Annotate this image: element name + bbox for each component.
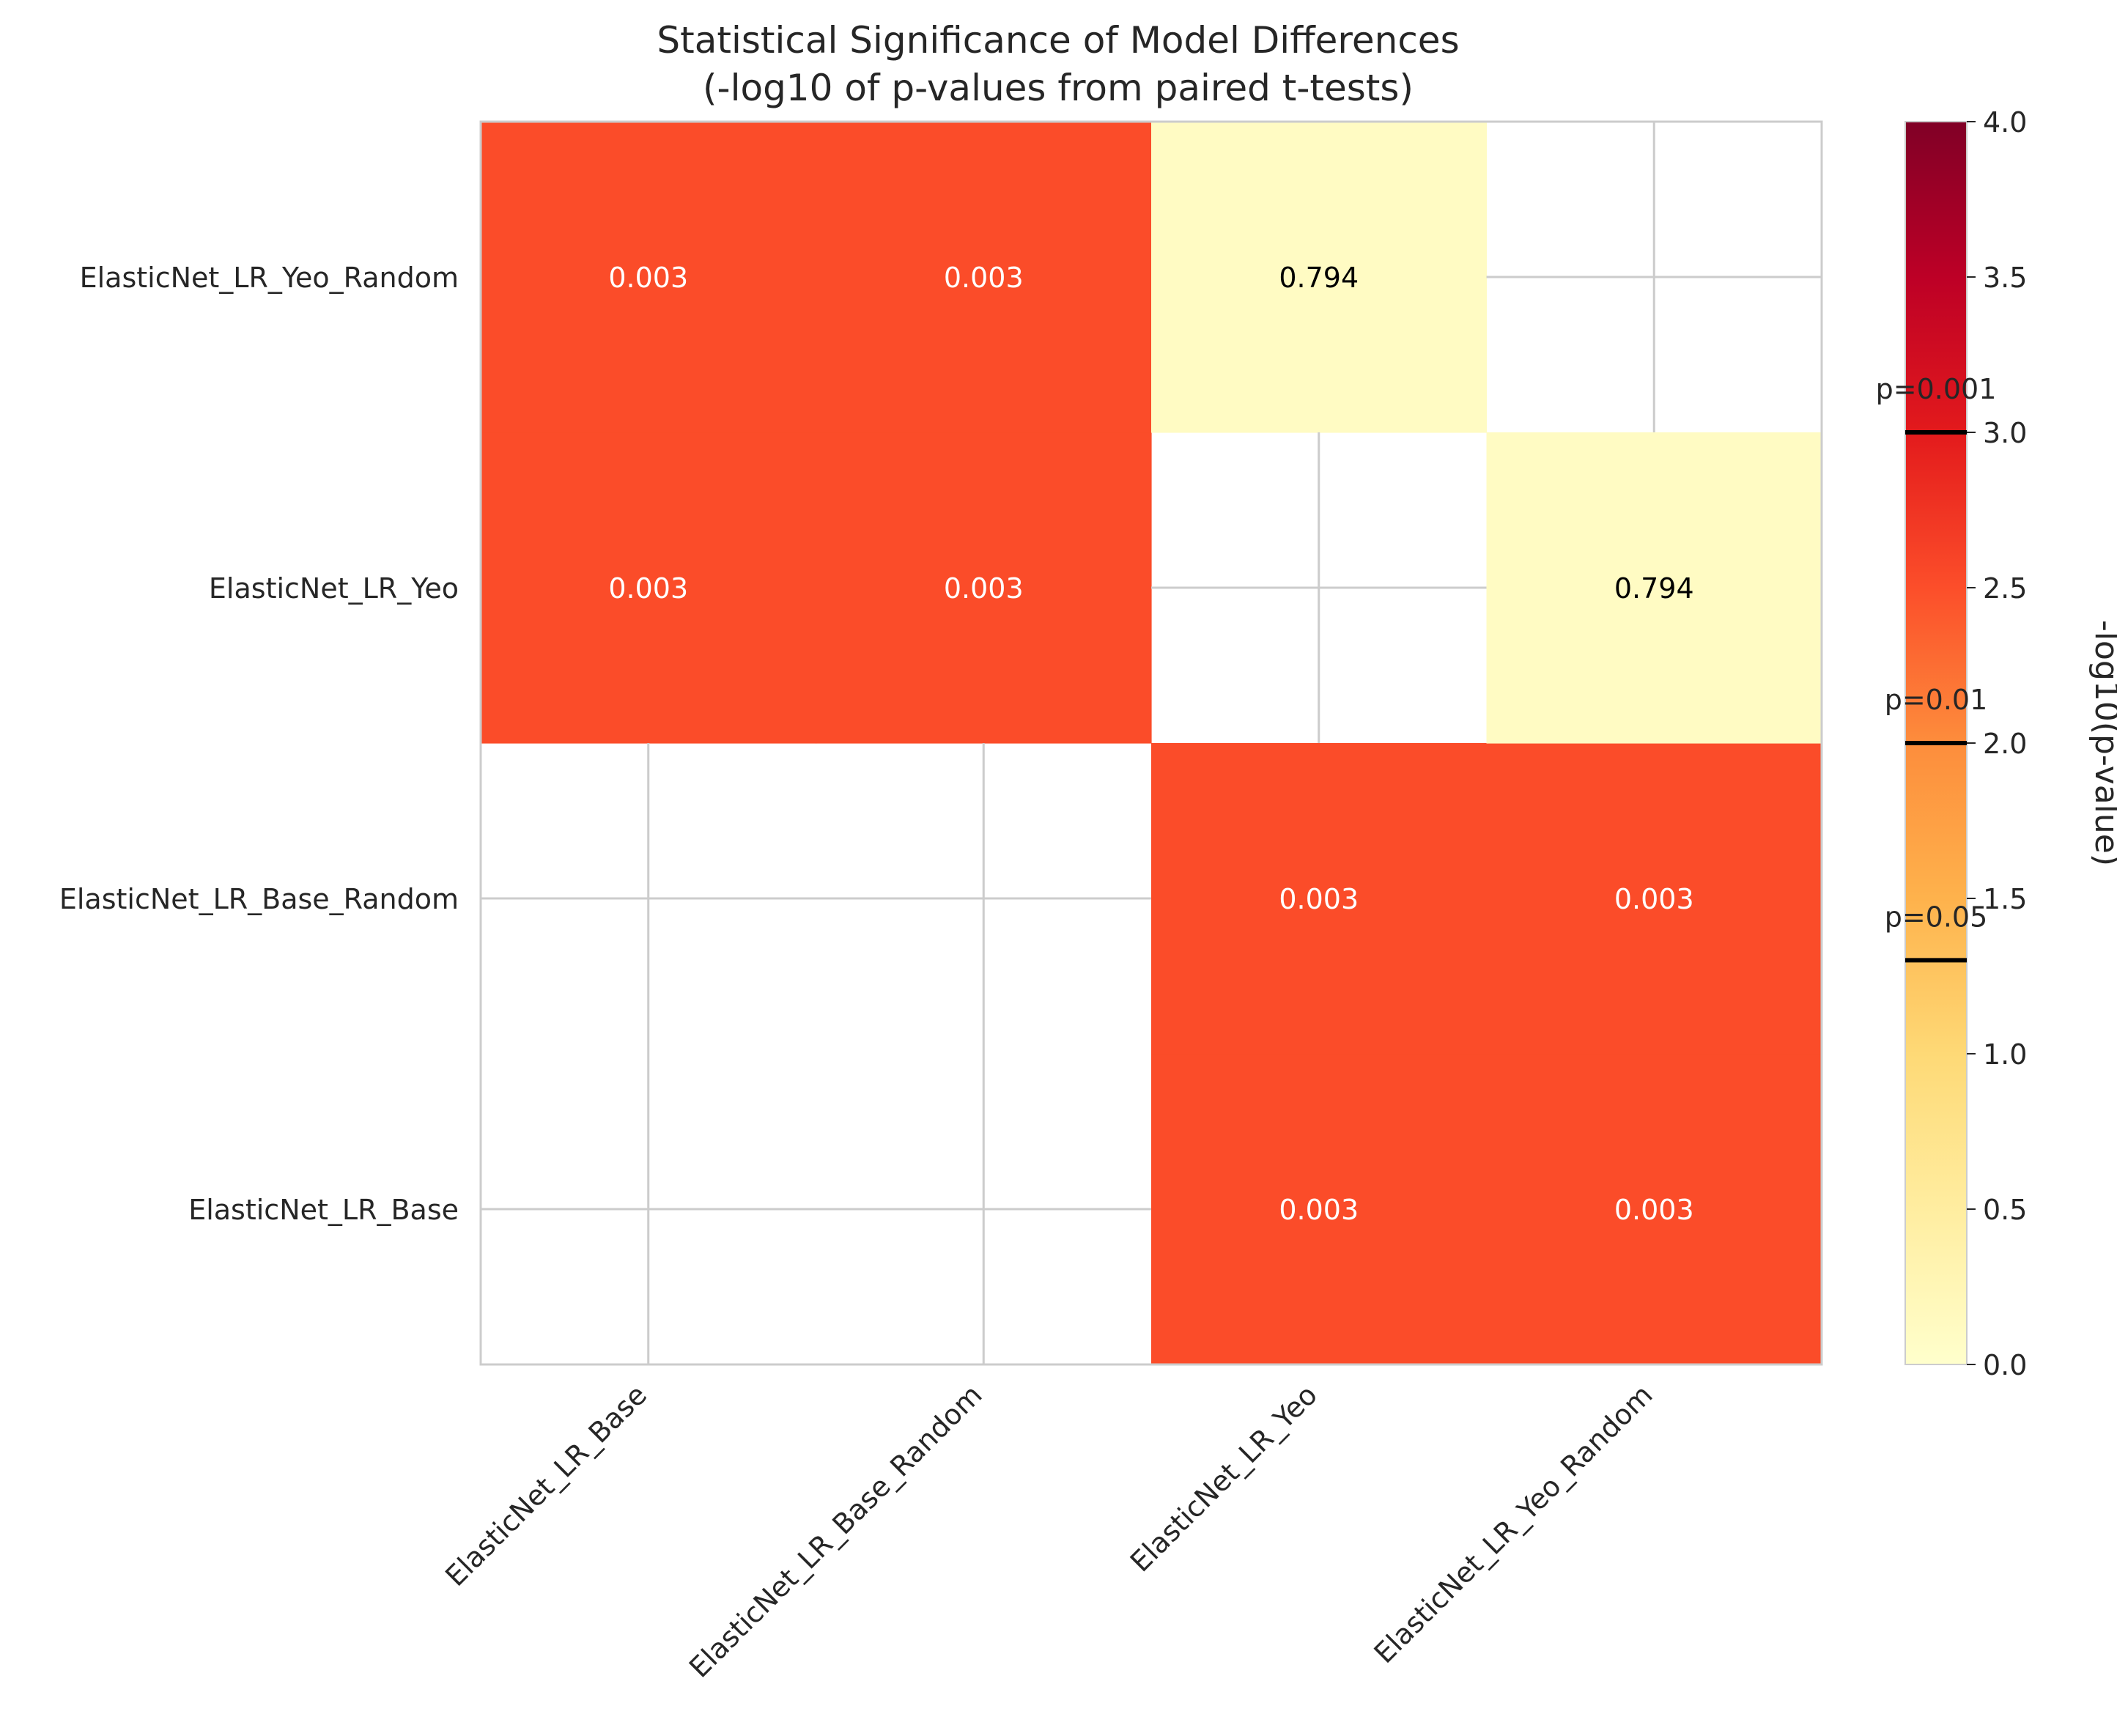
heatmap-cell	[1486, 432, 1822, 744]
y-tick-label: ElasticNet_LR_Yeo	[209, 572, 459, 605]
grid-lines	[481, 122, 1822, 1364]
heatmap-cell	[1151, 743, 1488, 1054]
cell-value-label: 0.003	[944, 572, 1024, 605]
threshold-label: p=0.05	[1885, 901, 1988, 933]
colorbar-threshold-lines: p=0.05 p=0.01 p=0.001	[1876, 373, 1997, 963]
cell-value-label: 0.003	[1614, 883, 1694, 915]
cell-value-label: 0.003	[1614, 1194, 1694, 1226]
cell-value-label: 0.003	[1279, 1194, 1359, 1226]
heatmap-cell	[1486, 743, 1822, 1054]
heatmap-cell	[816, 122, 1152, 433]
heatmap-cell	[481, 122, 817, 433]
x-tick-label: ElasticNet_LR_Yeo	[1124, 1378, 1323, 1578]
colorbar-tick-label: 2.5	[1983, 572, 2027, 605]
colorbar-ticks: 0.0 0.5 1.0 1.5 2.0 2.5 3.0 3.5 4.0	[1967, 106, 2027, 1381]
y-tick-label: ElasticNet_LR_Base	[188, 1194, 459, 1226]
heatmap-cell	[481, 432, 817, 744]
x-axis-tick-labels: ElasticNet_LR_Base ElasticNet_LR_Base_Ran…	[439, 1378, 1658, 1684]
cell-value-label: 0.794	[1614, 572, 1694, 605]
y-tick-label: ElasticNet_LR_Yeo_Random	[80, 262, 459, 294]
cell-value-label: 0.003	[608, 572, 688, 605]
threshold-label: p=0.01	[1885, 684, 1988, 716]
colorbar-tick-label: 4.0	[1983, 106, 2027, 138]
colorbar-tick-label: 1.5	[1983, 883, 2027, 915]
heatmap-cells	[481, 122, 1822, 1365]
cell-value-label: 0.003	[944, 262, 1024, 294]
cell-value-label: 0.003	[608, 262, 688, 294]
cell-labels: 0.003 0.003 0.003 0.003 0.003 0.003 0.794 0.003…	[608, 262, 1693, 1226]
heatmap-cell	[1151, 1054, 1488, 1365]
colorbar-tick-label: 2.0	[1983, 728, 2027, 760]
colorbar-tick-label: 1.0	[1983, 1038, 2027, 1071]
x-tick-label: ElasticNet_LR_Base_Random	[683, 1378, 989, 1684]
heatmap-cell	[1151, 122, 1488, 433]
x-tick-label: ElasticNet_LR_Yeo_Random	[1368, 1378, 1659, 1669]
plot-frame	[479, 120, 1823, 1366]
y-axis-tick-labels: ElasticNet_LR_Base ElasticNet_LR_Base_Ran…	[59, 262, 459, 1226]
colorbar-tick-label: 3.0	[1983, 417, 2027, 449]
chart-title-line-1: Statistical Significance of Model Differ…	[657, 19, 1459, 62]
threshold-label: p=0.001	[1876, 373, 1997, 405]
colorbar-label: -log10(p-value)	[2088, 620, 2117, 866]
x-tick-label: ElasticNet_LR_Base	[439, 1378, 653, 1592]
heatmap-cell	[816, 432, 1152, 744]
chart-title-line-2: (-log10 of p-values from paired t-tests)	[703, 67, 1414, 109]
cell-value-label: 0.003	[1279, 883, 1359, 915]
colorbar-tick-label: 0.5	[1983, 1194, 2027, 1226]
heatmap-cell	[1486, 1054, 1822, 1365]
cell-value-label: 0.794	[1279, 262, 1359, 294]
colorbar: 0.0 0.5 1.0 1.5 2.0 2.5 3.0 3.5 4.0 p=0.05 p=0.01…	[1876, 106, 2117, 1381]
colorbar-tick-label: 3.5	[1983, 262, 2027, 294]
colorbar-tick-label: 0.0	[1983, 1349, 2027, 1381]
y-tick-label: ElasticNet_LR_Base_Random	[59, 883, 459, 915]
